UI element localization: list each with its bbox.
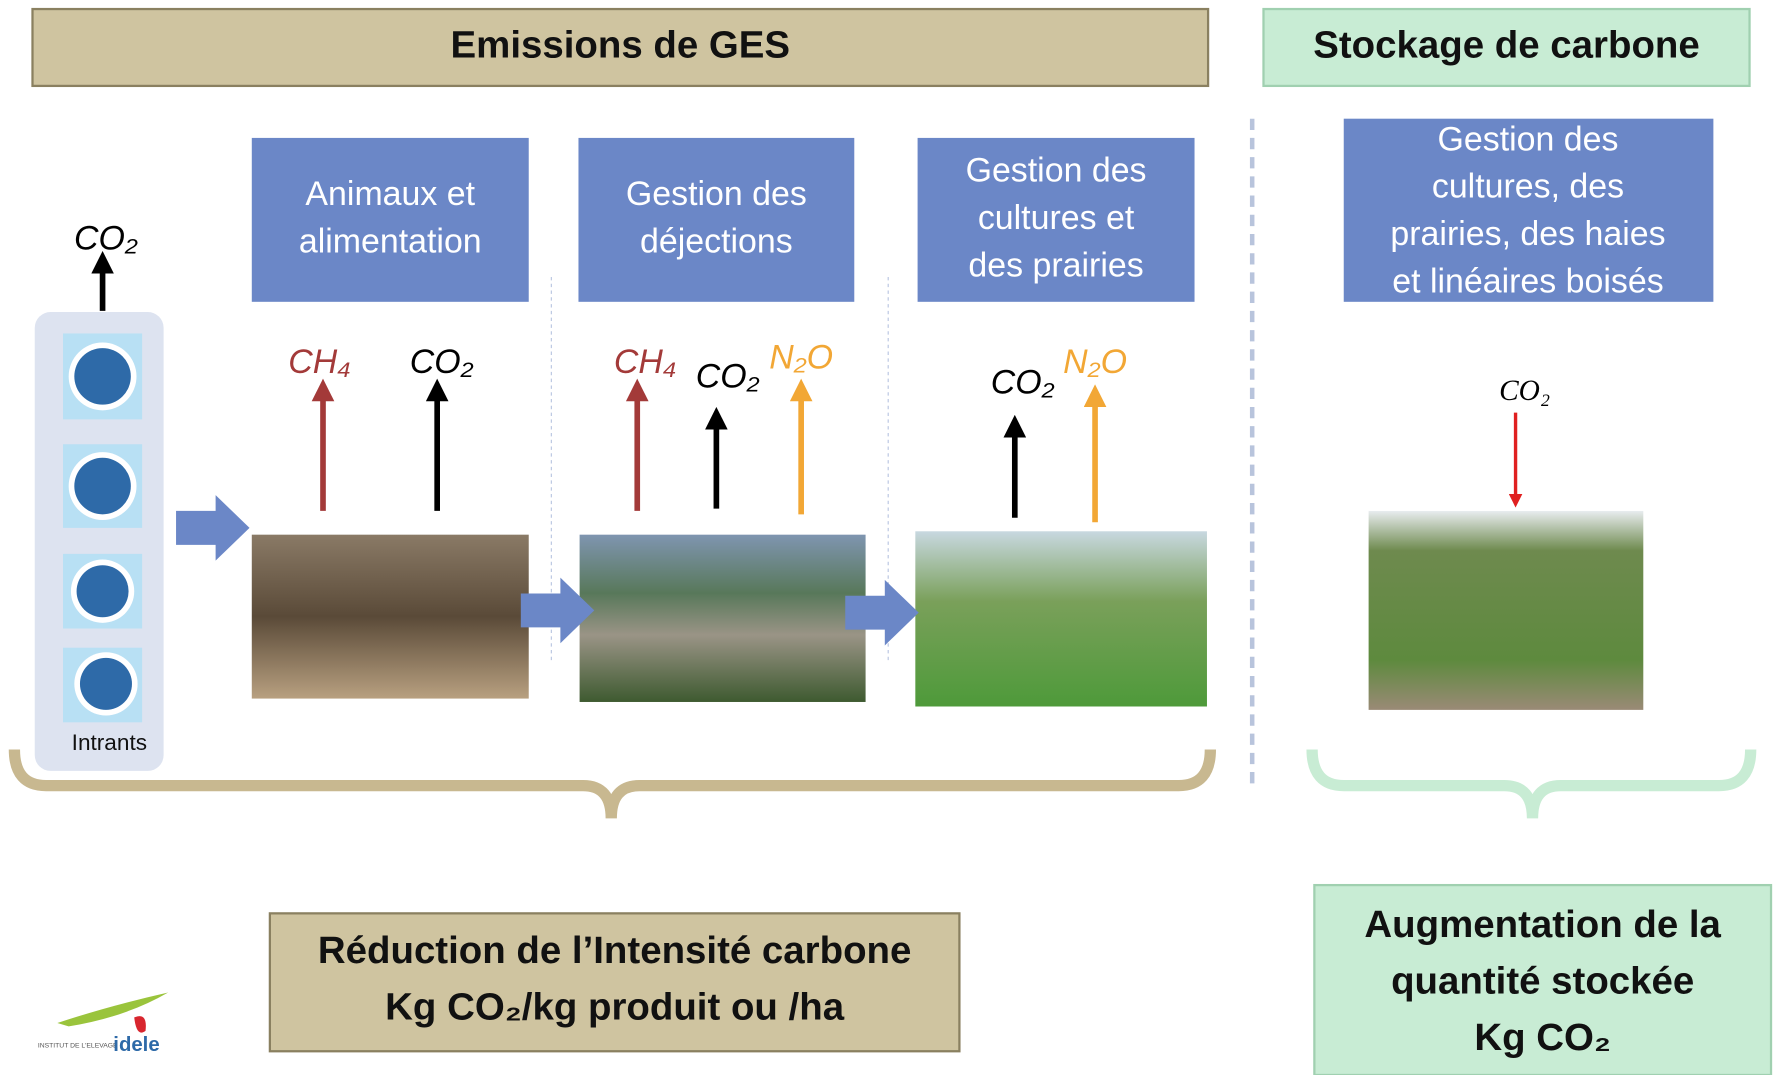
diagram: Emissions de GES Stockage de carbone INS… — [0, 0, 1773, 1075]
photos — [252, 511, 1644, 710]
braces — [14, 749, 1750, 818]
stage-label: Gestion des — [1438, 120, 1619, 158]
logo-tagline: INSTITUT DE L'ELEVAGE — [38, 1042, 118, 1049]
gas-label: N₂O — [769, 338, 833, 376]
gas-label: CO₂ — [74, 220, 138, 258]
logo-brand: idele — [113, 1034, 159, 1056]
gas-label: CH₄ — [288, 343, 351, 381]
gas-label: N₂O — [1063, 343, 1127, 381]
gas-label: CO₂ — [1499, 375, 1550, 407]
stage-label: déjections — [640, 223, 793, 261]
stage-label: et linéaires boisés — [1392, 263, 1663, 301]
section-title: Emissions de GES — [451, 24, 791, 67]
gas-label: CH₄ — [614, 343, 677, 381]
stage-box — [252, 138, 529, 302]
stage-label: Gestion des — [626, 175, 807, 213]
stage-label: alimentation — [299, 223, 482, 261]
outcome-text: Kg CO₂ — [1474, 1016, 1611, 1059]
stage-label: prairies, des haies — [1390, 215, 1665, 253]
outcome-text: Augmentation de la — [1364, 903, 1721, 946]
gas-label: CO₂ — [696, 358, 760, 396]
stage-label: cultures, des — [1432, 168, 1624, 206]
outcome-text: Kg CO₂/kg produit ou /ha — [385, 986, 845, 1029]
gas-label: CO₂ — [410, 343, 474, 381]
stage-box — [578, 138, 854, 302]
outcome-text: Réduction de l’Intensité carbone — [318, 929, 912, 972]
stage-label: des prairies — [968, 246, 1143, 284]
stage-label: Animaux et — [305, 175, 475, 213]
stage-label: Gestion des — [966, 151, 1147, 189]
section-title: Stockage de carbone — [1313, 24, 1699, 67]
outcome-text: quantité stockée — [1391, 960, 1694, 1003]
stage-label: cultures et — [978, 199, 1135, 237]
logo: INSTITUT DE L'ELEVAGE idele — [38, 992, 168, 1056]
intrants-label: Intrants — [72, 730, 147, 755]
gas-label: CO₂ — [991, 363, 1055, 401]
